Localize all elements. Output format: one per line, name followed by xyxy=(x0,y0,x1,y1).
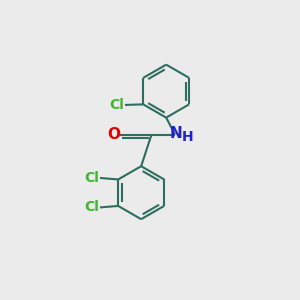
Text: Cl: Cl xyxy=(84,171,99,185)
Text: O: O xyxy=(107,127,120,142)
Text: N: N xyxy=(169,126,182,141)
Text: Cl: Cl xyxy=(84,200,99,214)
Text: H: H xyxy=(182,130,193,144)
Text: Cl: Cl xyxy=(109,98,124,112)
